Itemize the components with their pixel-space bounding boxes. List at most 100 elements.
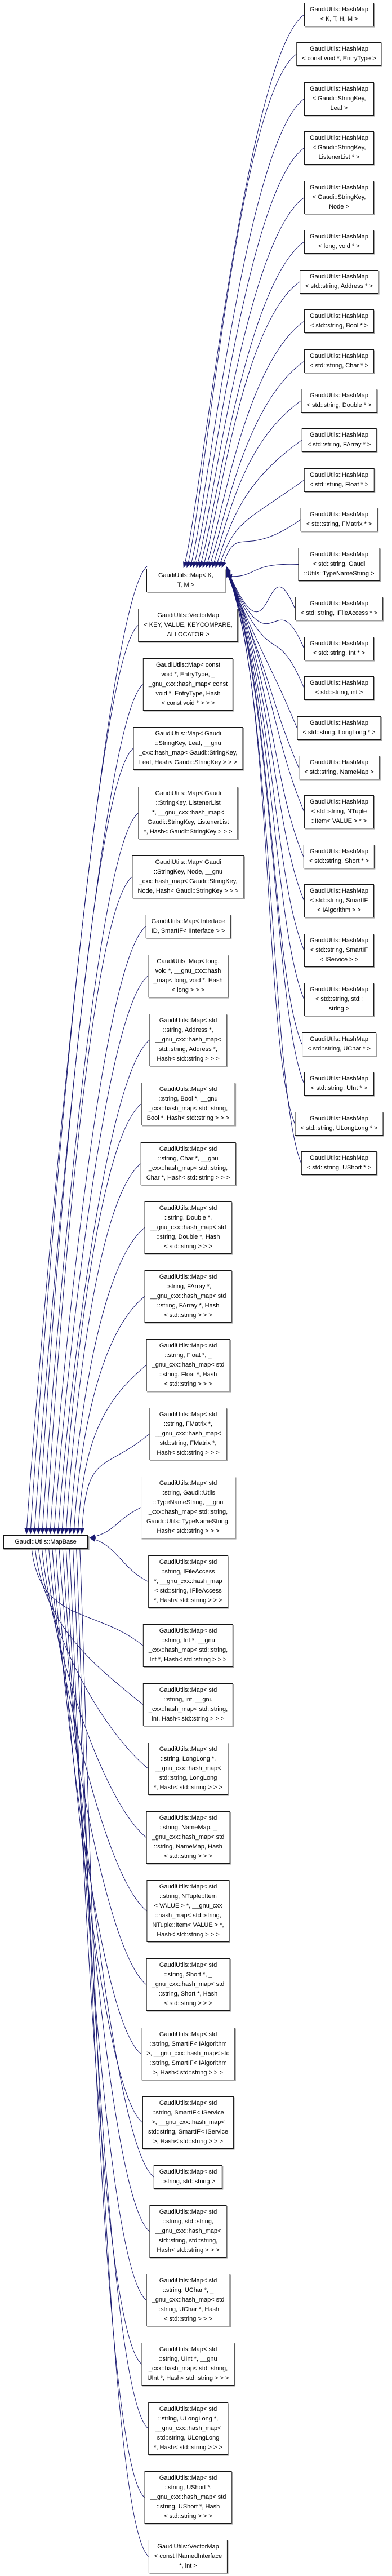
class-node-map-29[interactable]: GaudiUtils::Map< std::string, UShort *, _… <box>144 2471 232 2524</box>
class-node-hashmap-25[interactable]: GaudiUtils::HashMap < std::string, UInt *… <box>304 1072 374 1096</box>
inheritance-edge <box>50 1540 141 2054</box>
class-node-map-12[interactable]: GaudiUtils::Map< std::string, Float *, _… <box>146 1339 230 1391</box>
class-node-label: GaudiUtils::Map< std <box>159 1017 217 1024</box>
class-node-map-5[interactable]: GaudiUtils::Map< Interface ID, SmartIF< I… <box>145 915 231 938</box>
class-node-map-1[interactable]: GaudiUtils::Map< const void *, EntryType,… <box>142 658 234 711</box>
class-node-map-template[interactable]: GaudiUtils::Map< K, T, M > <box>146 569 225 592</box>
class-node-map-30[interactable]: GaudiUtils::VectorMap < const INamedInter… <box>148 2540 228 2573</box>
class-node-label: GaudiUtils::HashMap <box>310 511 368 518</box>
class-node-map-8[interactable]: GaudiUtils::Map< std::string, Bool *, __… <box>141 1083 235 1125</box>
class-node-label: ::string, FArray *, <box>165 1283 211 1290</box>
class-node-hashmap-15[interactable]: GaudiUtils::HashMap < std::string, Int * … <box>304 637 374 660</box>
class-node-hashmap-9[interactable]: GaudiUtils::HashMap < std::string, Double… <box>301 389 377 413</box>
class-node-label: GaudiUtils::Map< std <box>159 2031 217 2038</box>
class-node-label: _cxx::hash_map< std::string, <box>148 1706 228 1713</box>
class-node-label: Hash< std::string > > > <box>157 2247 220 2254</box>
inheritance-edge <box>39 1540 146 1838</box>
inheritance-edge <box>195 197 305 569</box>
class-node-map-17[interactable]: GaudiUtils::Map< std::string, int, __gnu… <box>142 1683 234 1726</box>
class-node-hashmap-0[interactable]: GaudiUtils::HashMap < K, T, H, M > <box>304 3 374 26</box>
class-node-hashmap-18[interactable]: GaudiUtils::HashMap < std::string, NameMa… <box>299 756 380 779</box>
class-node-map-11[interactable]: GaudiUtils::Map< std::string, FArray *, _… <box>144 1270 232 1323</box>
class-node-mapbase[interactable]: Gaudi::Utils::MapBase <box>3 1535 88 1549</box>
class-node-map-6[interactable]: GaudiUtils::Map< long, void *, __gnu_cxx:… <box>148 955 229 997</box>
class-node-map-24[interactable]: GaudiUtils::Map< std::string, std::strin… <box>153 2165 223 2189</box>
class-node-map-16[interactable]: GaudiUtils::Map< std::string, Int *, __g… <box>142 1624 234 1667</box>
class-node-hashmap-5[interactable]: GaudiUtils::HashMap < long, void * > <box>304 230 374 254</box>
class-node-label: >, Hash< std::string > > > <box>153 2138 223 2145</box>
class-node-hashmap-2[interactable]: GaudiUtils::HashMap < Gaudi::StringKey, Le… <box>304 82 374 116</box>
class-node-map-20[interactable]: GaudiUtils::Map< std::string, NTuple::It… <box>146 1880 230 1942</box>
class-node-hashmap-22[interactable]: GaudiUtils::HashMap < std::string, SmartI… <box>304 934 374 967</box>
class-node-label: ::string, FMatrix *, <box>163 1421 213 1427</box>
class-node-label: ::string, Double *, <box>164 1214 212 1221</box>
class-node-map-25[interactable]: GaudiUtils::Map< std::string, std::strin… <box>149 2205 227 2258</box>
class-node-hashmap-6[interactable]: GaudiUtils::HashMap < std::string, Addres… <box>300 270 378 294</box>
class-node-map-22[interactable]: GaudiUtils::Map< std::string, SmartIF< I… <box>141 2028 235 2080</box>
class-node-hashmap-3[interactable]: GaudiUtils::HashMap < Gaudi::StringKey, Li… <box>304 131 374 165</box>
class-node-map-28[interactable]: GaudiUtils::Map< std::string, ULongLong … <box>148 2402 228 2455</box>
class-node-label: ::string, UChar *, _ <box>162 2287 214 2294</box>
class-node-hashmap-10[interactable]: GaudiUtils::HashMap < std::string, FArray… <box>301 428 377 452</box>
class-node-hashmap-27[interactable]: GaudiUtils::HashMap < std::string, UShort… <box>301 1151 377 1175</box>
inheritance-edge <box>226 567 305 649</box>
class-node-map-3[interactable]: GaudiUtils::Map< Gaudi::StringKey, Liste… <box>138 787 238 839</box>
class-node-hashmap-19[interactable]: GaudiUtils::HashMap < std::string, NTuple… <box>304 795 374 828</box>
class-node-label: < std::string, UInt * > <box>310 1085 368 1092</box>
class-node-hashmap-24[interactable]: GaudiUtils::HashMap < std::string, UChar … <box>302 1032 376 1056</box>
class-node-label: GaudiUtils::HashMap <box>310 680 368 686</box>
class-node-map-9[interactable]: GaudiUtils::Map< std::string, Char *, __… <box>140 1142 236 1185</box>
class-node-label: GaudiUtils::Map< K, <box>158 572 214 579</box>
class-node-label: GaudiUtils::Map< std <box>159 1962 217 1968</box>
class-node-map-21[interactable]: GaudiUtils::Map< std::string, Short *, _… <box>146 1958 230 2011</box>
class-node-map-0[interactable]: GaudiUtils::VectorMap < KEY, VALUE, KEYCO… <box>138 609 238 642</box>
class-node-map-26[interactable]: GaudiUtils::Map< std::string, UChar *, _… <box>146 2274 230 2326</box>
class-node-hashmap-13[interactable]: GaudiUtils::HashMap < std::string, Gaudi:… <box>298 548 380 581</box>
class-node-hashmap-21[interactable]: GaudiUtils::HashMap < std::string, SmartI… <box>304 884 374 917</box>
class-node-label: ::string, std::string > <box>161 2178 216 2185</box>
class-node-label: < std::string, Char * > <box>310 362 368 369</box>
class-node-label: < std::string, IFileAccess <box>154 1588 222 1594</box>
class-node-hashmap-11[interactable]: GaudiUtils::HashMap < std::string, Float … <box>304 468 375 492</box>
class-node-label: GaudiUtils::Map< std <box>159 1746 217 1753</box>
class-node-label: ::string, UShort *, Hash <box>156 2503 220 2510</box>
class-node-hashmap-4[interactable]: GaudiUtils::HashMap < Gaudi::StringKey, No… <box>304 181 374 214</box>
class-node-hashmap-20[interactable]: GaudiUtils::HashMap < std::string, Short … <box>303 845 375 868</box>
class-node-hashmap-1[interactable]: GaudiUtils::HashMap < const void *, Entry… <box>296 42 382 66</box>
class-node-label: __gnu_cxx::hash_map< <box>155 1036 221 1043</box>
class-node-hashmap-12[interactable]: GaudiUtils::HashMap < std::string, FMatri… <box>300 508 378 531</box>
inheritance-edge <box>42 1540 147 1912</box>
class-node-label: __gnu_cxx::hash_map< <box>155 1430 221 1437</box>
class-node-label: < IAlgorithm > > <box>317 907 361 914</box>
class-node-map-14[interactable]: GaudiUtils::Map< std::string, Gaudi::Uti… <box>141 1477 235 1538</box>
class-node-hashmap-16[interactable]: GaudiUtils::HashMap < std::string, int > <box>304 676 374 700</box>
class-node-label: GaudiUtils::Map< long, <box>157 958 220 965</box>
class-node-map-19[interactable]: GaudiUtils::Map< std::string, NameMap, _… <box>146 1811 230 1864</box>
inheritance-edge <box>32 684 144 1535</box>
class-node-map-18[interactable]: GaudiUtils::Map< std::string, LongLong *… <box>148 1743 228 1795</box>
inheritance-edge <box>205 321 305 569</box>
class-node-hashmap-17[interactable]: GaudiUtils::HashMap < std::string, LongLo… <box>297 716 381 740</box>
class-node-label: < std::string, Gaudi <box>313 561 366 567</box>
class-node-map-23[interactable]: GaudiUtils::Map< std::string, SmartIF< I… <box>142 2096 234 2149</box>
class-node-hashmap-26[interactable]: GaudiUtils::HashMap < std::string, ULongL… <box>295 1112 384 1136</box>
inheritance-edges <box>24 14 305 2557</box>
class-node-hashmap-8[interactable]: GaudiUtils::HashMap < std::string, Char *… <box>304 349 374 373</box>
class-node-map-7[interactable]: GaudiUtils::Map< std::string, Address *,… <box>149 1014 227 1066</box>
class-node-label: < std::string, Address * > <box>305 283 373 290</box>
class-node-hashmap-23[interactable]: GaudiUtils::HashMap < std::string, std:: s… <box>304 983 374 1016</box>
class-node-hashmap-7[interactable]: GaudiUtils::HashMap < std::string, Bool *… <box>304 309 374 333</box>
class-node-label: < std::string, ULongLong * > <box>300 1125 378 1132</box>
class-node-hashmap-14[interactable]: GaudiUtils::HashMap < std::string, IFileA… <box>295 597 384 620</box>
inheritance-edge <box>74 1540 145 2498</box>
class-node-label: ::string, SmartIF< IService <box>152 2109 224 2116</box>
inheritance-edge <box>35 1540 149 1769</box>
class-node-label: GaudiUtils::HashMap <box>310 472 368 478</box>
class-node-map-4[interactable]: GaudiUtils::Map< Gaudi::StringKey, Node,… <box>132 855 244 898</box>
class-node-map-27[interactable]: GaudiUtils::Map< std::string, UInt *, __… <box>141 2343 235 2386</box>
class-node-map-15[interactable]: GaudiUtils::Map< std::string, IFileAcces… <box>148 1555 228 1608</box>
class-node-label: GaudiUtils::HashMap <box>310 799 368 805</box>
class-node-map-10[interactable]: GaudiUtils::Map< std::string, Double *, _… <box>144 1201 232 1254</box>
class-node-map-13[interactable]: GaudiUtils::Map< std::string, FMatrix *,… <box>149 1408 227 1460</box>
class-node-map-2[interactable]: GaudiUtils::Map< Gaudi::StringKey, Leaf,… <box>133 727 243 770</box>
